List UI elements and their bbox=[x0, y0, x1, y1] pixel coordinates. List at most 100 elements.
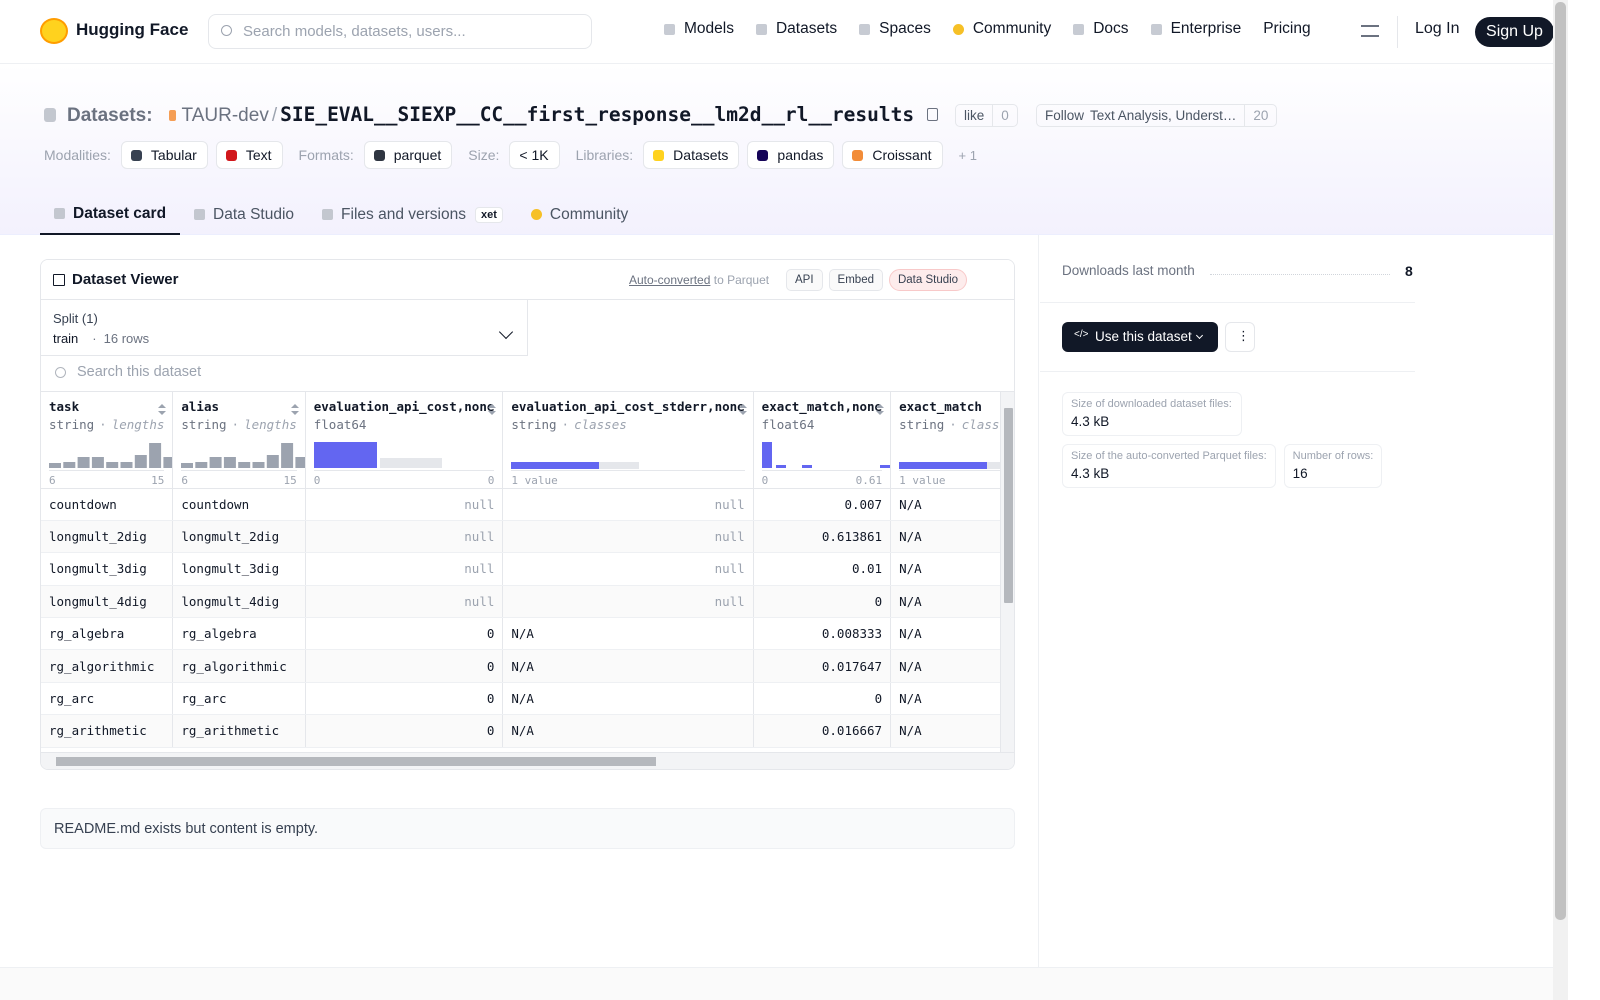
page-scrollbar[interactable] bbox=[1553, 0, 1568, 1000]
nav-link[interactable]: Spaces bbox=[859, 20, 931, 38]
column-header[interactable]: exact_matchstringclasses1 value bbox=[890, 392, 1000, 489]
histogram-bar bbox=[181, 463, 194, 468]
dotted-line bbox=[1210, 274, 1390, 275]
login[interactable]: Log In bbox=[1415, 20, 1460, 37]
table-cell: rg_arc bbox=[172, 682, 306, 716]
nav-link[interactable]: Models bbox=[664, 20, 734, 38]
viewer-button[interactable]: Embed bbox=[828, 269, 883, 291]
histogram-bar bbox=[252, 462, 265, 468]
viewer-button[interactable]: API bbox=[786, 269, 823, 291]
nav-link[interactable]: Docs bbox=[1073, 20, 1129, 38]
auto-converted-link[interactable]: Auto-converted bbox=[629, 273, 711, 287]
axis-label: 0 bbox=[761, 474, 769, 487]
icon bbox=[322, 209, 334, 220]
column-header[interactable]: task stringlengths 6 15 bbox=[41, 392, 174, 489]
nav-link[interactable]: Datasets bbox=[755, 20, 837, 38]
table-row[interactable]: rg_algebra rg_algebra 0 N/A 0.008333 N/A bbox=[41, 617, 1000, 651]
scrollbar[interactable] bbox=[1000, 392, 1014, 754]
nav-link[interactable]: Enterprise bbox=[1150, 20, 1242, 38]
sort-icon[interactable] bbox=[158, 402, 167, 415]
tag-chip[interactable]: Tabular bbox=[120, 141, 208, 169]
tag-chip[interactable]: < 1K bbox=[509, 141, 560, 169]
tab[interactable]: Dataset card bbox=[40, 197, 181, 235]
column-name: evaluation_api_cost,none bbox=[313, 399, 495, 414]
table-row[interactable]: rg_arc rg_arc 0 N/A 0 N/A bbox=[41, 682, 1000, 716]
menu-icon[interactable] bbox=[1361, 25, 1379, 37]
tag-chip[interactable]: Datasets bbox=[643, 141, 740, 169]
more-tags[interactable]: + 1 bbox=[958, 147, 977, 163]
tag-text: Datasets bbox=[673, 147, 729, 163]
column-dtype: string bbox=[899, 417, 945, 432]
histogram-bar bbox=[801, 465, 812, 468]
owner[interactable]: TAUR-dev bbox=[169, 105, 269, 127]
like-button[interactable]: like 0 bbox=[955, 104, 1018, 127]
nav-link[interactable]: Community bbox=[952, 20, 1051, 38]
tag-text: parquet bbox=[393, 147, 442, 163]
dataset-name[interactable]: SIE_EVAL__SIEXP__CC__first_response__lm2… bbox=[280, 103, 915, 126]
icon bbox=[130, 149, 142, 161]
column-dtype: string bbox=[181, 417, 227, 432]
table-row[interactable]: longmult_2dig longmult_2dig null null 0.6138… bbox=[41, 520, 1000, 554]
column-header[interactable]: alias stringlengths 6 15 bbox=[172, 392, 306, 489]
tab[interactable]: Files and versions xet bbox=[308, 197, 517, 235]
histogram-bar bbox=[49, 463, 61, 468]
scroll-thumb[interactable] bbox=[56, 757, 656, 766]
column-header[interactable]: exact_match,none float64 0 0.61 bbox=[753, 392, 892, 489]
sort-icon[interactable] bbox=[738, 402, 747, 415]
signup[interactable]: Sign Up bbox=[1475, 17, 1554, 47]
tag-chip[interactable]: pandas bbox=[747, 141, 835, 169]
icon bbox=[952, 23, 964, 35]
more-button[interactable] bbox=[1225, 322, 1255, 352]
nav-link-text: Enterprise bbox=[1170, 20, 1242, 37]
section[interactable]: Datasets: bbox=[67, 105, 153, 126]
sort-icon[interactable] bbox=[290, 402, 299, 415]
sort-icon[interactable] bbox=[488, 402, 497, 415]
nav-link-text: Spaces bbox=[879, 20, 931, 37]
table-row[interactable]: countdown countdown null null 0.007 N/A bbox=[41, 488, 1000, 521]
chevron bbox=[498, 324, 514, 340]
copy-button[interactable] bbox=[927, 108, 938, 121]
column-histogram bbox=[181, 443, 305, 468]
like-label[interactable]: like bbox=[964, 108, 985, 123]
split-select[interactable]: Split (1) train 16 rows bbox=[41, 300, 528, 356]
stat-card: Number of rows: 16 bbox=[1283, 444, 1383, 488]
tab[interactable]: Data Studio bbox=[180, 197, 308, 235]
follow-label[interactable]: Follow Text Analysis, Underst… bbox=[1037, 108, 1244, 123]
icon bbox=[373, 149, 385, 161]
downloads-count: 8 bbox=[1405, 263, 1413, 279]
scroll-thumb[interactable] bbox=[1555, 2, 1566, 920]
table-row[interactable]: longmult_4dig longmult_4dig null null 0 N/A bbox=[41, 585, 1000, 619]
tag-chip[interactable]: Croissant bbox=[842, 141, 943, 169]
column-header[interactable]: evaluation_api_cost_stderr,nonestringcla… bbox=[502, 392, 754, 489]
icon bbox=[757, 149, 769, 161]
table-row[interactable]: longmult_3dig longmult_3dig null null 0.01 N/… bbox=[41, 552, 1000, 586]
histogram-axis: 6 15 bbox=[49, 470, 165, 487]
scrollbar[interactable] bbox=[41, 752, 1014, 769]
brand[interactable]: Hugging Face bbox=[76, 20, 189, 39]
search-box[interactable]: Search models, datasets, users... bbox=[208, 14, 592, 49]
dataset-search[interactable]: Search this dataset bbox=[41, 356, 1014, 392]
table-cell: longmult_3dig bbox=[41, 552, 174, 586]
follow-button[interactable]: Follow Text Analysis, Underst… 20 bbox=[1036, 104, 1278, 127]
tag-row: Modalities: Tabular Text Formats: parquet Siz… bbox=[44, 141, 977, 169]
icon bbox=[852, 149, 864, 161]
logo[interactable] bbox=[40, 18, 68, 44]
tag-chip[interactable]: Text bbox=[215, 141, 283, 169]
table-cell: null bbox=[305, 488, 504, 521]
histogram-bar bbox=[120, 462, 133, 468]
scroll-thumb[interactable] bbox=[1004, 408, 1013, 603]
viewer-button[interactable]: Data Studio bbox=[888, 269, 968, 291]
nav-link[interactable]: Pricing bbox=[1263, 20, 1310, 38]
table: taskstringlengths615aliasstringlengths61… bbox=[41, 392, 1000, 748]
table-row[interactable]: rg_arithmetic rg_arithmetic 0 N/A 0.016667 N/… bbox=[41, 714, 1000, 748]
tab[interactable]: Community bbox=[517, 197, 642, 235]
table-row[interactable]: rg_algorithmic rg_algorithmic 0 N/A 0.017647… bbox=[41, 649, 1000, 683]
tag-chip[interactable]: parquet bbox=[363, 141, 453, 169]
table-cell: null bbox=[502, 552, 754, 586]
use-dataset-button[interactable]: Use this dataset bbox=[1062, 322, 1218, 352]
histogram-bar bbox=[899, 462, 988, 469]
column-header[interactable]: evaluation_api_cost,none float64 0 0 bbox=[305, 392, 504, 489]
sort-icon[interactable] bbox=[876, 402, 885, 415]
axis-label: 0 bbox=[487, 474, 495, 487]
